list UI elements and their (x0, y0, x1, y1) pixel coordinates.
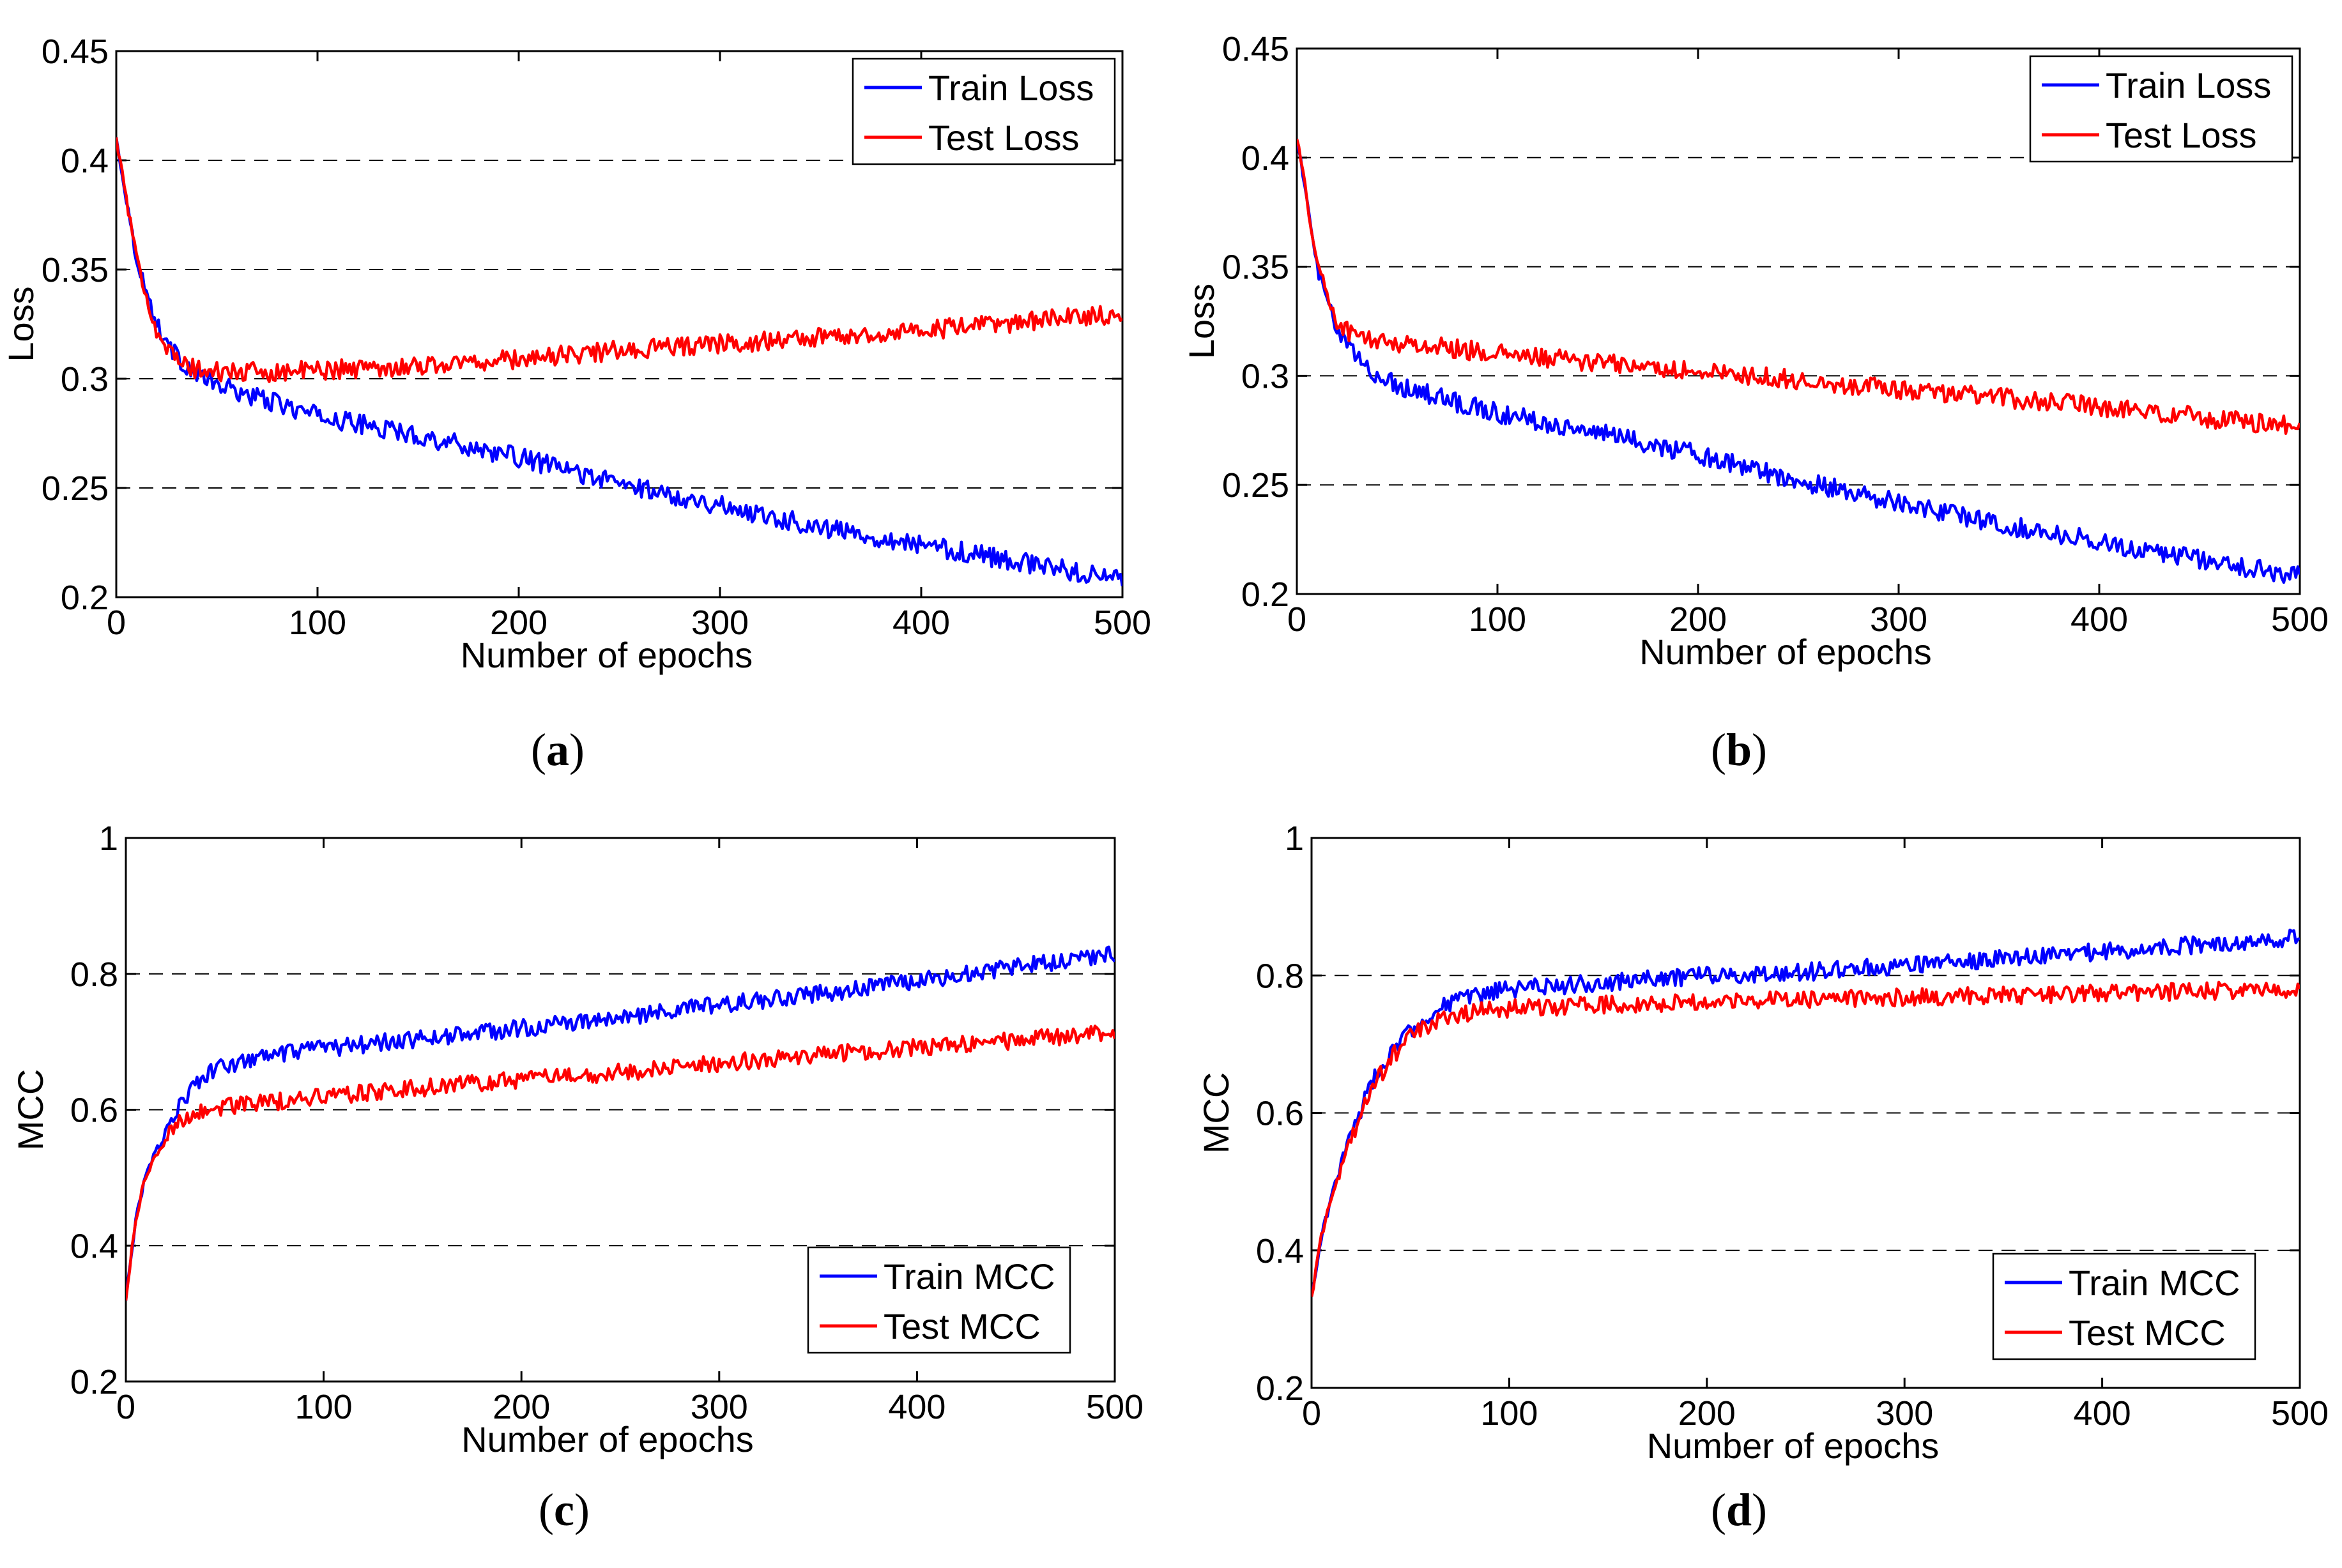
x-tick-label: 500 (1086, 1388, 1144, 1426)
panel-caption: (d) (1711, 1484, 1767, 1535)
caption-letter: b (1726, 724, 1752, 775)
y-tick-label: 0.2 (61, 579, 109, 617)
y-tick-label: 0.35 (42, 251, 109, 289)
y-tick-label: 0.8 (1256, 957, 1304, 995)
caption-close-paren: ) (569, 724, 585, 775)
y-tick-label: 0.2 (1241, 575, 1289, 614)
y-axis-label: MCC (1196, 1072, 1236, 1154)
legend-label-train-mcc: Train MCC (2069, 1263, 2240, 1303)
x-tick-label: 0 (1302, 1394, 1321, 1433)
legend-box (807, 1246, 1071, 1354)
chart-panel-a: 0 100 200 300 400 500 0.2 0.25 0.3 0.35 0.4 0.45 Num… (1, 33, 1151, 775)
legend-label-train-loss: Train Loss (2106, 65, 2271, 105)
y-tick-label: 0.35 (1222, 248, 1289, 287)
legend-box (1992, 1252, 2256, 1360)
x-tick-label: 300 (691, 604, 749, 642)
series-line-test-mcc (1312, 980, 2300, 1297)
caption-close-paren: ) (1752, 724, 1767, 775)
y-tick-label: 0.2 (70, 1363, 118, 1401)
y-tick-label: 0.4 (61, 142, 109, 180)
x-tick-label: 400 (892, 604, 950, 642)
x-tick-label: 300 (1876, 1394, 1933, 1433)
legend-label-test-mcc: Test MCC (2069, 1313, 2226, 1353)
y-tick-label: 0.25 (42, 469, 109, 508)
plot-frame (115, 50, 1124, 598)
y-tick-label: 1 (1285, 819, 1304, 858)
series-line-test-loss (116, 137, 1122, 383)
y-tick-label: 0.45 (42, 33, 109, 71)
x-axis-label: Number of epochs (1639, 632, 1932, 672)
series-line-test-loss (1297, 139, 2300, 435)
x-tick-label: 400 (888, 1388, 945, 1426)
series-line-train-mcc (126, 945, 1115, 1301)
caption-letter: c (554, 1484, 574, 1535)
caption-letter: d (1726, 1484, 1752, 1535)
y-tick-label: 0.4 (1241, 139, 1289, 178)
caption-close-paren: ) (574, 1484, 590, 1535)
caption-open-paren: ( (1711, 724, 1726, 775)
x-tick-label: 100 (289, 604, 346, 642)
x-tick-label: 400 (2074, 1394, 2131, 1433)
chart-panel-c: 0 100 200 300 400 500 0.2 0.4 0.6 0.8 1 Number of e… (10, 819, 1144, 1535)
y-tick-label: 0.4 (1256, 1232, 1304, 1270)
x-tick-label: 500 (1094, 604, 1151, 642)
x-tick-label: 0 (107, 604, 126, 642)
panel-caption: (a) (531, 724, 585, 775)
panel-caption: (c) (539, 1484, 590, 1535)
x-tick-label: 100 (1469, 600, 1526, 639)
y-axis-label: MCC (10, 1069, 50, 1151)
x-tick-label: 100 (1480, 1394, 1538, 1433)
series-line-train-mcc (1312, 928, 2300, 1297)
y-tick-label: 0.4 (70, 1227, 118, 1265)
chart-panel-d: 0 100 200 300 400 500 0.2 0.4 0.6 0.8 1 Number of e… (1196, 819, 2329, 1535)
x-tick-label: 300 (1870, 600, 1927, 639)
caption-letter: a (546, 724, 569, 775)
legend-label-test-loss: Test Loss (2106, 115, 2257, 155)
x-tick-label: 300 (691, 1388, 748, 1426)
x-tick-label: 200 (1669, 600, 1727, 639)
legend-label-train-mcc: Train MCC (884, 1256, 1055, 1297)
x-tick-label: 200 (1678, 1394, 1736, 1433)
caption-open-paren: ( (531, 724, 546, 775)
legend-label-train-loss: Train Loss (928, 68, 1094, 108)
y-tick-label: 0.6 (1256, 1095, 1304, 1133)
legend-box (2029, 55, 2293, 163)
plot-frame (1296, 47, 2301, 595)
y-tick-label: 0.3 (61, 360, 109, 399)
x-tick-label: 500 (2271, 1394, 2329, 1433)
caption-open-paren: ( (1711, 1484, 1726, 1535)
x-tick-label: 200 (490, 604, 547, 642)
y-tick-label: 0.2 (1256, 1369, 1304, 1408)
x-tick-label: 100 (295, 1388, 353, 1426)
x-tick-label: 400 (2070, 600, 2128, 639)
x-tick-label: 0 (1287, 600, 1306, 639)
chart-panel-b: 0 100 200 300 400 500 0.2 0.25 0.3 0.35 0.4 0.45 Num… (1181, 30, 2329, 775)
caption-close-paren: ) (1752, 1484, 1767, 1535)
y-axis-label: Loss (1, 286, 41, 362)
y-axis-label: Loss (1181, 284, 1221, 359)
panel-caption: (b) (1711, 724, 1767, 775)
series-line-train-loss (116, 137, 1122, 587)
x-tick-label: 500 (2271, 600, 2329, 639)
y-tick-label: 0.25 (1222, 466, 1289, 505)
legend-box (852, 57, 1116, 165)
legend-label-test-loss: Test Loss (928, 118, 1080, 158)
legend-label-test-mcc: Test MCC (884, 1306, 1041, 1346)
y-tick-label: 0.8 (70, 955, 118, 994)
x-axis-label: Number of epochs (461, 635, 753, 675)
x-axis-label: Number of epochs (1647, 1426, 1940, 1466)
x-tick-label: 0 (116, 1388, 135, 1426)
x-tick-label: 200 (493, 1388, 550, 1426)
y-tick-label: 1 (99, 819, 118, 858)
series-line-train-loss (1297, 139, 2300, 584)
series-line-test-mcc (126, 1024, 1115, 1301)
y-tick-label: 0.6 (70, 1092, 118, 1130)
y-tick-label: 0.3 (1241, 357, 1289, 395)
y-tick-label: 0.45 (1222, 30, 1289, 68)
x-axis-label: Number of epochs (461, 1419, 754, 1459)
caption-open-paren: ( (539, 1484, 554, 1535)
